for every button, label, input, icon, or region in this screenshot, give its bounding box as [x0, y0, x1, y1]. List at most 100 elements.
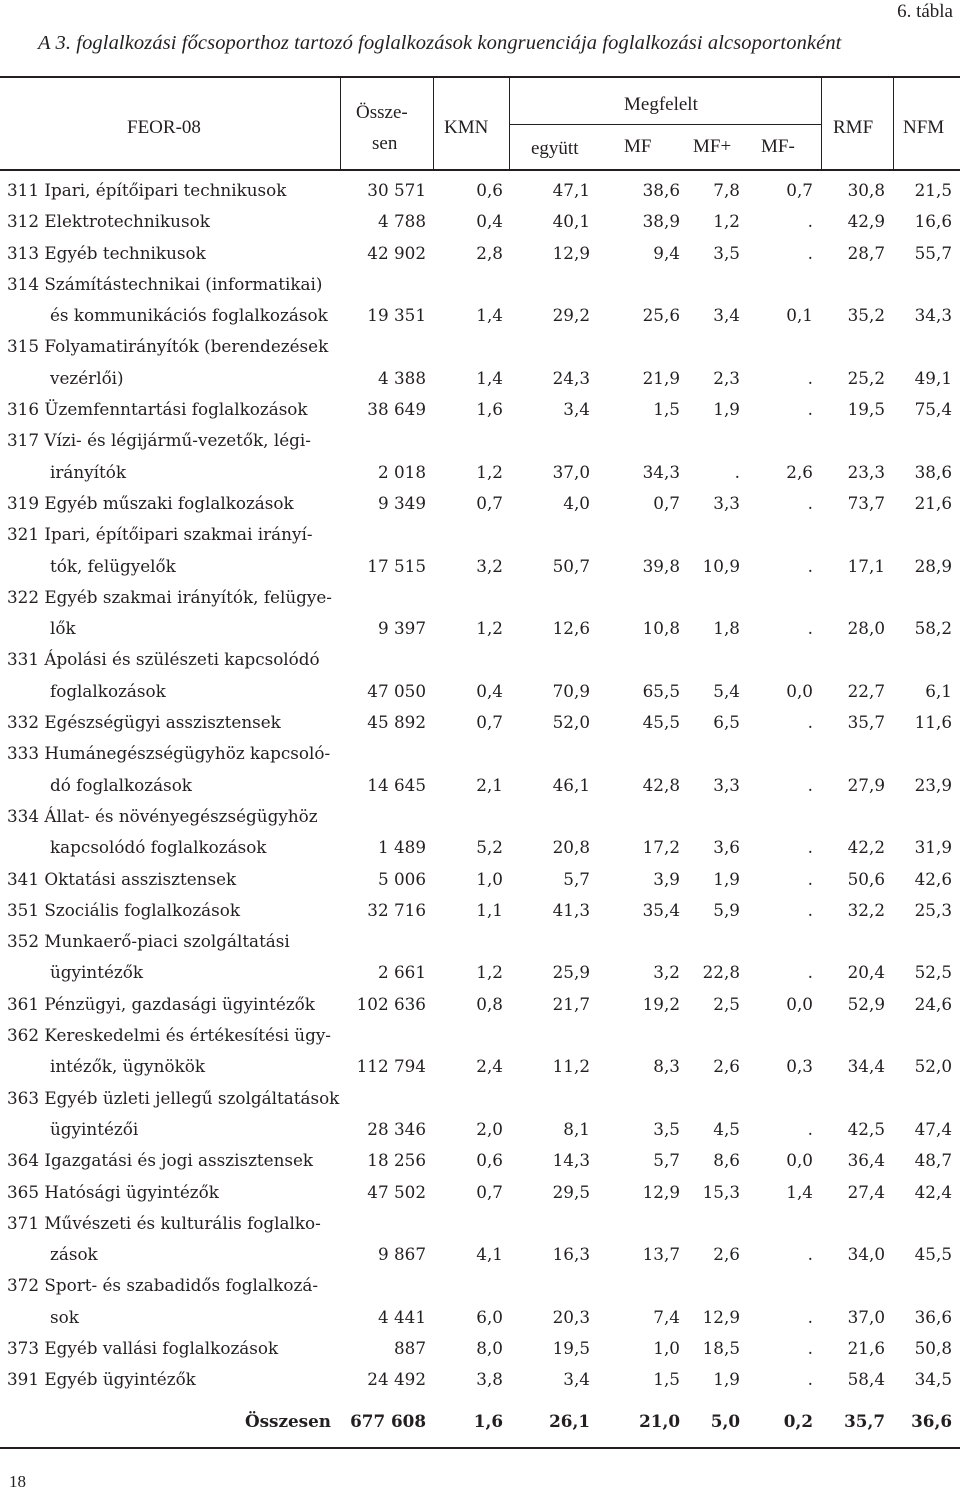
occupation-name: 314 Számítástechnikai (informatikai) és k… [7, 274, 328, 325]
col-mf-value: 35,4 [642, 899, 680, 920]
col-osszesen-value: 4 788 [377, 211, 426, 232]
col-kmn-value: 0,4 [476, 680, 503, 701]
col-kmn-value: 4,1 [476, 1244, 503, 1265]
total-col-mf-value: 21,0 [639, 1410, 680, 1431]
col-kmn-value: 1,4 [476, 367, 503, 388]
occupation-name-line1: 316 Üzemfenntartási foglalkozások [7, 399, 308, 420]
col-rmf-value: 27,4 [847, 1181, 885, 1202]
table-row: 363 Egyéb üzleti jellegű szolgáltatások ü… [0, 1083, 960, 1146]
col-kmn-value: 2,8 [476, 242, 503, 263]
col-egyutt-value: 37,0 [552, 461, 590, 482]
occupation-name: 361 Pénzügyi, gazdasági ügyintézők [7, 994, 315, 1025]
table-row: 316 Üzemfenntartási foglalkozások 38 649 1… [0, 394, 960, 425]
occupation-name-line1: 333 Humánegészségügyhöz kapcsoló- [7, 743, 331, 764]
occupation-name: 311 Ipari, építőipari technikusok [7, 180, 286, 211]
col-osszesen-value: 24 492 [367, 1369, 426, 1390]
table-row: 333 Humánegészségügyhöz kapcsoló-dó fogl… [0, 738, 960, 801]
total-col-mf-minus-value: 0,2 [783, 1410, 813, 1431]
col-kmn-value: 2,0 [476, 1118, 503, 1139]
col-rmf-value: 37,0 [847, 1306, 885, 1327]
col-mf-value: 3,9 [653, 868, 680, 889]
total-col-kmn-value: 1,6 [473, 1410, 503, 1431]
col-rmf-value: 35,7 [847, 712, 885, 733]
col-nfm-value: 31,9 [914, 837, 952, 858]
occupation-name-line1: 332 Egészségügyi asszisztensek [7, 712, 281, 733]
table-total-row: Összesen 677 608 1,6 26,1 21,0 5,0 0,2 35,7 36,6 [0, 1406, 960, 1447]
col-egyutt-value: 41,3 [552, 899, 590, 920]
col-rmf-value: 28,7 [847, 242, 885, 263]
occupation-name-line1: 352 Munkaerő-piaci szolgáltatási [7, 931, 290, 952]
col-egyutt-value: 3,4 [563, 399, 590, 420]
col-egyutt-value: 29,5 [552, 1181, 590, 1202]
col-kmn-value: 8,0 [476, 1337, 503, 1358]
col-rmf-value: 27,9 [847, 774, 885, 795]
header-osszesen-line1: Össze- [356, 102, 408, 123]
col-kmn-value: 0,8 [476, 993, 503, 1014]
col-mf-value: 25,6 [642, 305, 680, 326]
col-mf-plus-value: 5,9 [713, 899, 740, 920]
col-osszesen-value: 2 661 [377, 962, 426, 983]
header-divider [340, 77, 341, 169]
header-feor: FEOR-08 [127, 117, 201, 138]
table-row: 331 Ápolási és szülészeti kapcsolódó fogl… [0, 644, 960, 707]
table-row: 315 Folyamatirányítók (berendezések vezér… [0, 331, 960, 394]
col-mf-minus-value: . [807, 1306, 813, 1327]
col-mf-plus-value: . [734, 461, 740, 482]
occupation-name-line2: kapcsolódó foglalkozások [50, 837, 267, 858]
header-divider [509, 77, 510, 169]
col-rmf-value: 42,9 [847, 211, 885, 232]
col-osszesen-value: 2 018 [377, 461, 426, 482]
occupation-name: 312 Elektrotechnikusok [7, 211, 210, 242]
col-osszesen-value: 9 867 [377, 1244, 426, 1265]
col-mf-value: 45,5 [642, 712, 680, 733]
col-nfm-value: 23,9 [914, 774, 952, 795]
table-number-label: 6. tábla [897, 1, 953, 22]
occupation-name: 315 Folyamatirányítók (berendezések vezér… [7, 336, 328, 387]
col-osszesen-value: 4 441 [377, 1306, 426, 1327]
occupation-name-line1: 373 Egyéb vallási foglalkozások [7, 1337, 279, 1358]
megfelelt-subrule [509, 124, 821, 125]
header-egyutt: együtt [531, 138, 579, 159]
col-kmn-value: 1,4 [476, 305, 503, 326]
col-mf-plus-value: 1,8 [713, 618, 740, 639]
col-nfm-value: 58,2 [914, 618, 952, 639]
col-mf-minus-value: . [807, 211, 813, 232]
col-mf-plus-value: 8,6 [713, 1150, 740, 1171]
header-megfelelt: Megfelelt [624, 94, 698, 115]
header-rmf: RMF [833, 117, 874, 138]
occupation-name-line1: 311 Ipari, építőipari technikusok [7, 180, 287, 200]
occupation-name-line1: 331 Ápolási és szülészeti kapcsolódó [7, 649, 320, 670]
col-mf-minus-value: . [807, 555, 813, 576]
col-mf-value: 38,9 [642, 211, 680, 232]
col-nfm-value: 75,4 [914, 399, 952, 420]
col-egyutt-value: 12,6 [552, 618, 590, 639]
col-rmf-value: 21,6 [847, 1337, 885, 1358]
occupation-name-line2: dó foglalkozások [50, 774, 192, 795]
col-mf-value: 7,4 [653, 1306, 680, 1327]
header-mf: MF [624, 136, 652, 157]
col-kmn-value: 2,4 [476, 1056, 503, 1077]
col-mf-value: 3,2 [653, 962, 680, 983]
col-mf-value: 10,8 [642, 618, 680, 639]
col-nfm-value: 38,6 [914, 461, 952, 482]
col-mf-value: 21,9 [642, 367, 680, 388]
occupation-name-line1: 314 Számítástechnikai (informatikai) [7, 273, 323, 294]
col-mf-minus-value: . [807, 399, 813, 420]
col-mf-minus-value: . [807, 492, 813, 513]
col-mf-value: 1,0 [653, 1337, 680, 1358]
occupation-name: 317 Vízi- és légijármű-vezetők, légi-irá… [7, 430, 311, 481]
header-divider [893, 77, 894, 169]
col-kmn-value: 0,4 [476, 211, 503, 232]
col-egyutt-value: 50,7 [552, 555, 590, 576]
table-row: 365 Hatósági ügyintézők 47 502 0,7 29,5 12,9… [0, 1177, 960, 1208]
occupation-name-line1: 363 Egyéb üzleti jellegű szolgáltatások [7, 1087, 340, 1108]
col-mf-value: 65,5 [642, 680, 680, 701]
occupation-name: 313 Egyéb technikusok [7, 243, 206, 274]
col-mf-plus-value: 7,8 [713, 180, 740, 200]
col-mf-minus-value: . [807, 712, 813, 733]
col-mf-value: 34,3 [642, 461, 680, 482]
col-nfm-value: 6,1 [925, 680, 952, 701]
col-nfm-value: 50,8 [914, 1337, 952, 1358]
occupation-name: 362 Kereskedelmi és értékesítési ügy-int… [7, 1025, 331, 1076]
occupation-name: 331 Ápolási és szülészeti kapcsolódó fogl… [7, 649, 320, 700]
